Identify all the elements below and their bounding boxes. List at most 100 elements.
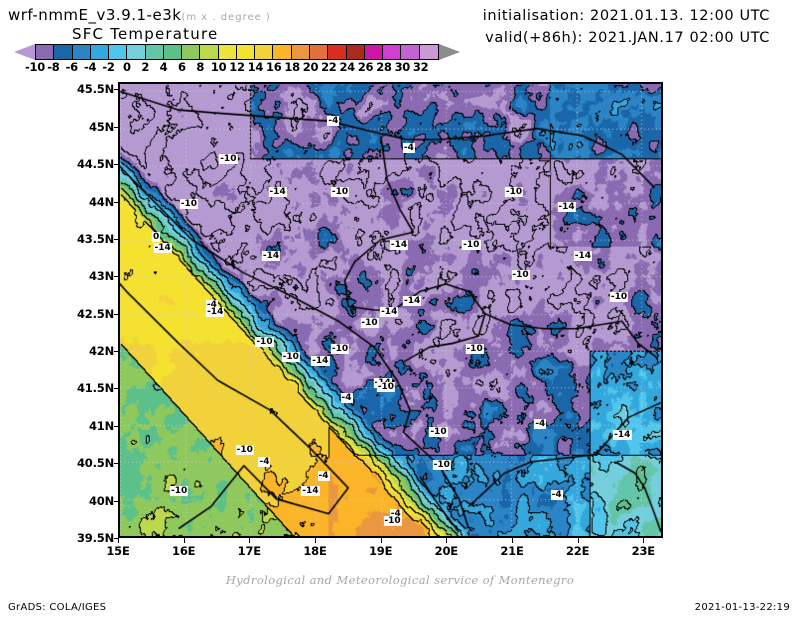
valid-time: valid(+86h): 2021.JAN.17 02:00 UTC (485, 30, 770, 46)
contour-label: -14 (261, 250, 281, 261)
longitude-axis: 15E 16E 17E 18E 19E 20E 21E 22E 23E (106, 538, 663, 560)
contour-label: -14 (380, 307, 399, 317)
latitude-tick-label: 42.5N (77, 306, 114, 321)
contour-label: -10 (255, 336, 274, 347)
longitude-tick-label: 15E (106, 544, 130, 558)
colorbar-tick: 26 (357, 60, 374, 74)
model-name: wrf-nmmE_v3.9.1-e3k (8, 6, 182, 24)
colorbar-tick: 28 (376, 60, 392, 74)
contour-label: -14 (557, 202, 576, 213)
colorbar-tick: -4 (83, 60, 97, 74)
latitude-tick-mark (114, 388, 119, 390)
colorbar-tick: 32 (412, 60, 429, 74)
contour-label: -10 (169, 486, 189, 497)
colorbar-tick: -8 (47, 60, 60, 74)
colorbar-tick: 18 (284, 60, 300, 74)
contour-label: -10 (511, 269, 530, 280)
latitude-tick-mark (114, 201, 119, 203)
colorbar-under-arrow-icon (14, 44, 35, 60)
contour-label: -14 (613, 430, 632, 441)
latitude-tick-label: 45N (88, 119, 114, 134)
colorbar-tick: -2 (102, 60, 115, 74)
colorbar-swatch (218, 45, 237, 59)
contour-label: -10 (235, 445, 254, 456)
contour-label: -4 (402, 142, 415, 153)
latitude-tick-mark (114, 276, 119, 278)
contour-label: -4 (340, 392, 353, 403)
contour-label: -14 (311, 355, 330, 366)
colorbar-swatch (163, 45, 183, 59)
contour-label: -14 (403, 295, 422, 306)
longitude-tick-label: 22E (565, 544, 590, 558)
latitude-tick-mark (114, 89, 119, 91)
colorbar-tick: 12 (229, 60, 245, 74)
model-units: (m x . degree ) (181, 12, 271, 23)
colorbar-swatch (36, 45, 55, 59)
longitude-tick-mark (380, 538, 382, 543)
longitude-tick-mark (118, 538, 119, 543)
latitude-tick-mark (114, 463, 119, 465)
longitude-tick-label: 20E (434, 544, 458, 558)
longitude-tick-mark (643, 538, 645, 543)
contour-label: -14 (301, 486, 320, 497)
colorbar-swatch (54, 45, 73, 59)
contour-label: -4 (550, 490, 563, 501)
colorbar-tick: 24 (339, 60, 355, 74)
colorbar-tick: 22 (321, 60, 337, 74)
colorbar-swatch (419, 45, 438, 59)
colorbar-swatch (328, 45, 347, 59)
contour-label: -10 (179, 198, 199, 209)
colorbar-swatch (127, 45, 146, 59)
longitude-tick-mark (183, 538, 185, 543)
contour-label: -10 (429, 426, 448, 437)
colorbar-swatch (401, 45, 420, 59)
latitude-tick-mark (114, 351, 119, 353)
longitude-tick-label: 19E (369, 544, 393, 558)
colorbar-tick: 0 (122, 60, 131, 74)
colorbar-swatch (109, 45, 128, 59)
latitude-tick-label: 44N (88, 194, 114, 209)
contour-label: -10 (360, 318, 379, 329)
latitude-tick-mark (114, 313, 119, 315)
colorbar-tick: 10 (210, 60, 227, 74)
longitude-tick-mark (446, 538, 448, 543)
colorbar-tick-labels: -10 -8 -6 -4 -2 0 2 4 6 8 10 12 14 16 18 20 22 24 26 28 30 32 (8, 60, 478, 74)
contour-label: -10 (281, 351, 300, 362)
colorbar-tick: 4 (159, 60, 168, 74)
colorbar-swatch (90, 45, 110, 59)
longitude-tick-label: 23E (631, 544, 655, 558)
contour-label: -14 (268, 187, 287, 198)
longitude-tick-label: 18E (303, 544, 327, 558)
longitude-tick-label: 16E (172, 544, 196, 558)
longitude-tick-mark (314, 538, 316, 543)
contour-label: -10 (383, 516, 402, 527)
colorbar: -10 -8 -6 -4 -2 0 2 4 6 8 10 12 14 16 18 20 22 24 26 28 30 32 (8, 44, 478, 74)
latitude-tick-label: 41N (88, 418, 114, 433)
contour-label: -4 (327, 116, 340, 127)
colorbar-swatch (364, 45, 384, 59)
contour-label: -4 (317, 471, 330, 482)
colorbar-swatch (346, 45, 365, 59)
colorbar-tick: 20 (302, 60, 319, 74)
colorbar-swatch (273, 45, 292, 59)
contour-label: -10 (465, 344, 484, 355)
latitude-tick-label: 45.5N (77, 82, 114, 97)
field-title: SFC Temperature (72, 25, 219, 43)
colorbar-swatch (200, 45, 219, 59)
contour-label: -4 (389, 508, 402, 519)
colorbar-tick: 14 (247, 60, 264, 74)
latitude-tick-label: 44.5N (77, 157, 114, 172)
contour-label: -10 (432, 460, 451, 471)
latitude-tick-mark (114, 500, 119, 502)
colorbar-over-arrow-icon (439, 44, 460, 60)
map-plot-area[interactable]: -4 -4 -10 -14 -10 -10 -10 -14 0 -14 -14 -10 -14 -14 -1… (118, 82, 663, 538)
contour-label: -10 (376, 381, 396, 392)
colorbar-swatch (291, 45, 310, 59)
colorbar-swatch (255, 45, 274, 59)
colorbar-tick: -10 (25, 60, 45, 74)
colorbar-tick: 8 (196, 60, 205, 74)
latitude-tick-mark (114, 538, 119, 539)
model-title: wrf-nmmE_v3.9.1-e3k(m x . degree ) (8, 6, 271, 24)
initialisation-time: initialisation: 2021.01.13. 12:00 UTC (482, 8, 770, 24)
grads-label: GrADS: COLA/IGES (8, 602, 107, 613)
